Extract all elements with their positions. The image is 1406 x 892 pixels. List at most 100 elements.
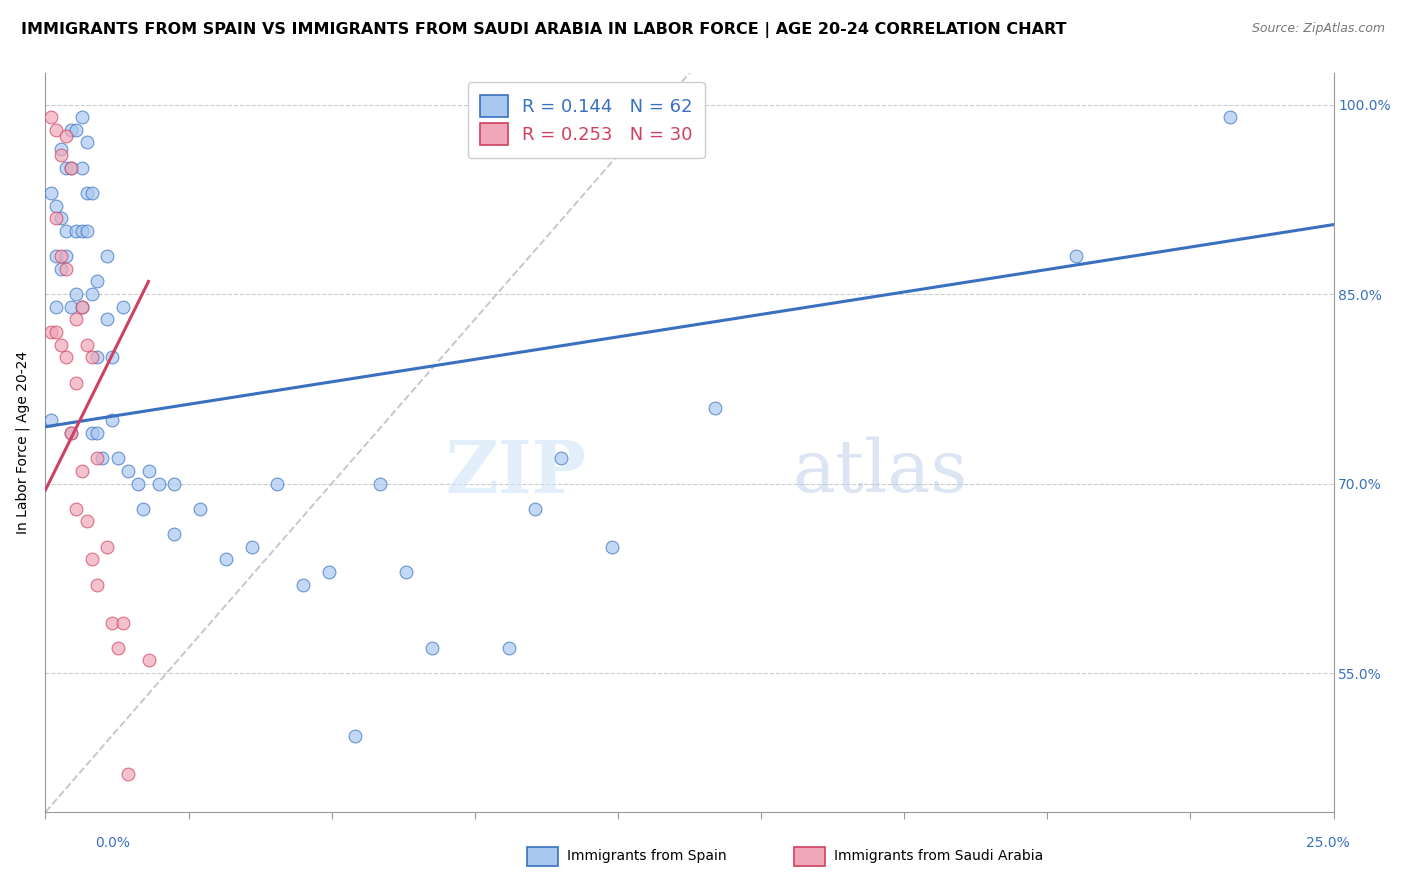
Point [70,161,93,175]
Point [96,540,118,554]
Point [55,224,77,238]
Point [70,464,93,478]
Point [370,476,392,491]
Point [420,640,443,655]
Point [49,211,72,226]
Point [86,577,108,591]
Text: IMMIGRANTS FROM SPAIN VS IMMIGRANTS FROM SAUDI ARABIA IN LABOR FORCE | AGE 20-24: IMMIGRANTS FROM SPAIN VS IMMIGRANTS FROM… [21,22,1067,38]
Point [60,300,83,314]
Point [111,615,134,630]
FancyBboxPatch shape [794,847,825,866]
Point [1064,249,1087,263]
Point [96,312,118,326]
Point [163,476,186,491]
Text: Source: ZipAtlas.com: Source: ZipAtlas.com [1251,22,1385,36]
Point [343,729,366,743]
Point [215,552,238,566]
Point [39,413,62,427]
Point [80,351,103,365]
Text: 0.0%: 0.0% [96,836,131,850]
Point [55,249,77,263]
Point [76,186,98,200]
Point [55,129,77,144]
Point [76,337,98,351]
Point [39,325,62,339]
Point [550,451,572,466]
Point [600,540,623,554]
Point [80,552,103,566]
Point [49,249,72,263]
Point [45,249,67,263]
Point [523,501,546,516]
Point [65,287,87,301]
Point [240,540,263,554]
Point [70,224,93,238]
Point [266,476,288,491]
Point [76,515,98,529]
Point [111,300,134,314]
Point [163,527,186,541]
Point [39,186,62,200]
Point [1219,110,1241,124]
Point [86,275,108,289]
Point [101,615,124,630]
Point [55,351,77,365]
Point [70,110,93,124]
Point [138,653,160,667]
Point [55,261,77,276]
Point [91,451,114,466]
Point [49,337,72,351]
Text: ZIP: ZIP [446,436,586,508]
Point [65,312,87,326]
Text: atlas: atlas [793,437,967,508]
Point [60,425,83,440]
Point [70,300,93,314]
Point [148,476,170,491]
Point [86,451,108,466]
Point [76,136,98,150]
Point [39,110,62,124]
Point [292,577,315,591]
Point [138,464,160,478]
Point [49,148,72,162]
Point [704,401,727,415]
Point [132,501,155,516]
Point [45,211,67,226]
Point [60,161,83,175]
Point [107,451,129,466]
Point [70,300,93,314]
Point [60,123,83,137]
Text: Immigrants from Saudi Arabia: Immigrants from Saudi Arabia [834,849,1043,863]
Point [318,565,340,579]
Point [65,123,87,137]
Point [49,261,72,276]
Point [80,425,103,440]
Point [55,161,77,175]
Point [86,351,108,365]
Point [117,464,139,478]
Point [60,161,83,175]
Point [107,640,129,655]
Point [101,351,124,365]
Point [395,565,418,579]
Text: Immigrants from Spain: Immigrants from Spain [567,849,727,863]
Point [45,199,67,213]
Point [101,413,124,427]
Y-axis label: In Labor Force | Age 20-24: In Labor Force | Age 20-24 [15,351,30,534]
FancyBboxPatch shape [527,847,558,866]
Point [45,123,67,137]
Point [96,249,118,263]
Text: 25.0%: 25.0% [1306,836,1350,850]
Point [80,186,103,200]
Point [80,287,103,301]
Point [188,501,211,516]
Point [127,476,149,491]
Point [45,300,67,314]
Point [65,501,87,516]
Point [60,425,83,440]
Point [49,142,72,156]
Legend: R = 0.144   N = 62, R = 0.253   N = 30: R = 0.144 N = 62, R = 0.253 N = 30 [468,82,704,158]
Point [65,224,87,238]
Point [45,325,67,339]
Point [76,224,98,238]
